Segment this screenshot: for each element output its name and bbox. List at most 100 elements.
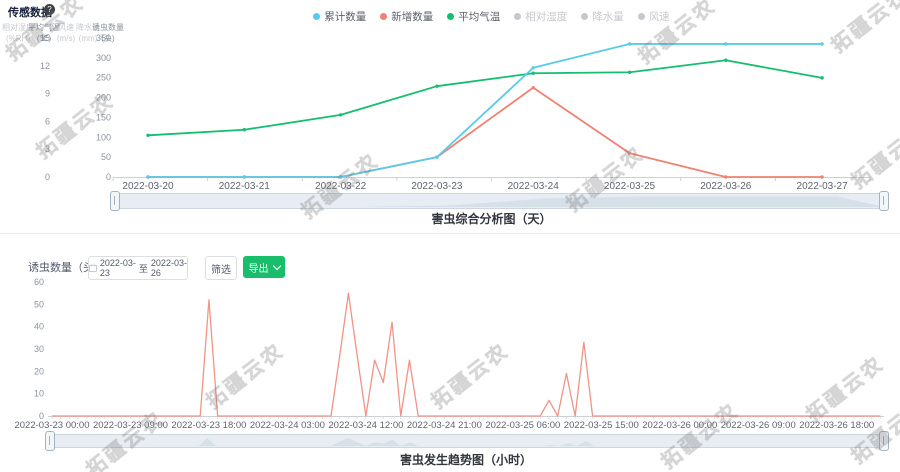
top-x-tick-label: 2022-03-24 — [508, 181, 560, 192]
bottom-x-tick-label: 2022-03-25 06:00 — [485, 420, 560, 431]
legend-item-active[interactable]: 新增数量 — [380, 9, 433, 24]
top-chart-legend: 累计数量 新增数量 平均气温 相对湿度 降水量 风速 — [113, 9, 870, 24]
temp-y-tick-label: 9 — [45, 89, 50, 99]
panel-divider — [0, 233, 900, 234]
bottom-x-tick-label: 2022-03-26 09:00 — [721, 420, 796, 431]
top-x-tick-label: 2022-03-27 — [797, 181, 849, 192]
top-x-tick-label: 2022-03-25 — [604, 181, 656, 192]
series-point-平均气温[interactable] — [338, 113, 343, 117]
bottom-y-tick-label: 30 — [34, 344, 44, 354]
top-x-tick-label: 2022-03-20 — [122, 181, 174, 192]
legend-item-inactive[interactable]: 相对湿度 — [514, 9, 567, 24]
series-point-平均气温[interactable] — [531, 71, 535, 75]
help-icon[interactable]: ? — [44, 4, 55, 15]
export-button-label: 导出 — [248, 263, 269, 275]
series-point-新增数量[interactable] — [627, 151, 632, 155]
date-range-separator: 至 — [138, 263, 148, 274]
series-point-累计数量[interactable] — [435, 155, 439, 159]
legend-dot — [514, 13, 522, 20]
bottom-y-tick-label: 20 — [34, 366, 44, 376]
top-x-tick-label: 2022-03-23 — [411, 181, 463, 192]
bottom-datazoom-handle-right[interactable] — [879, 431, 889, 451]
top-chart-title: 害虫综合分析图（天） — [431, 212, 552, 226]
chevron-down-icon — [272, 261, 281, 270]
series-line-累计数量[interactable] — [147, 43, 823, 178]
y-axis-headers: 相对湿度 (%RH) 平均气温 (℃) 风速 (m/s) 降水量 (mm) 诱虫数量 (头) — [0, 23, 130, 45]
bottom-y-tick-label: 50 — [34, 299, 44, 309]
legend-item-active[interactable]: 平均气温 — [447, 9, 500, 24]
legend-item-inactive[interactable]: 风速 — [637, 9, 670, 24]
axis-header: 降水量 (mm) — [76, 23, 100, 43]
series-point-累计数量[interactable] — [146, 175, 150, 179]
series-point-累计数量[interactable] — [242, 175, 246, 179]
temp-y-tick-label: 15 — [40, 33, 50, 43]
date-start-value[interactable]: 2022-03-23 — [99, 258, 136, 278]
series-point-平均气温[interactable] — [146, 133, 150, 137]
page-title: 传感数据 — [8, 7, 52, 19]
series-line-新增数量[interactable] — [147, 86, 823, 178]
series-point-平均气温[interactable] — [242, 128, 246, 132]
bottom-axis-label: 诱虫数量（头） — [28, 262, 105, 274]
datazoom-shadow-area — [114, 196, 885, 207]
series-point-平均气温[interactable] — [627, 70, 632, 74]
series-point-累计数量[interactable] — [724, 42, 728, 46]
legend-item-inactive[interactable]: 降水量 — [581, 9, 624, 24]
export-button[interactable]: 导出 — [243, 256, 285, 278]
legend-label: 降水量 — [592, 11, 624, 23]
series-point-累计数量[interactable] — [531, 66, 535, 70]
axis-header: 平均气温 (℃) — [28, 23, 60, 43]
bottom-x-tick-label: 2022-03-23 00:00 — [14, 420, 89, 431]
bottom-x-tick-label: 2022-03-23 09:00 — [93, 420, 168, 431]
bottom-y-tick-label: 0 — [39, 411, 44, 421]
top-x-tick-label: 2022-03-22 — [315, 181, 367, 192]
count-y-tick-label: 250 — [96, 73, 111, 83]
bottom-y-tick-label: 40 — [34, 322, 44, 332]
top-datazoom-handle-right[interactable] — [879, 191, 889, 211]
legend-label: 相对湿度 — [525, 11, 568, 23]
axis-header: 相对湿度 (%RH) — [2, 23, 34, 43]
series-point-平均气温[interactable] — [820, 76, 824, 80]
axis-header: 诱虫数量 (头) — [92, 23, 124, 43]
count-y-tick-label: 0 — [106, 172, 111, 182]
temp-y-tick-label: 0 — [45, 172, 50, 182]
top-datazoom-handle-left[interactable] — [110, 191, 120, 211]
temp-y-tick-label: 12 — [40, 61, 50, 71]
series-point-平均气温[interactable] — [724, 58, 728, 62]
top-datazoom-slider[interactable] — [110, 191, 889, 211]
count-y-tick-label: 300 — [96, 53, 111, 63]
bottom-datazoom-shadow — [49, 437, 885, 446]
legend-dot — [447, 13, 455, 20]
top-datazoom-shadow — [114, 196, 885, 207]
legend-label: 风速 — [648, 11, 670, 23]
bottom-x-tick-label: 2022-03-26 00:00 — [642, 420, 717, 431]
series-point-累计数量[interactable] — [627, 42, 632, 46]
legend-item-active[interactable]: 累计数量 — [313, 9, 366, 24]
series-point-累计数量[interactable] — [820, 42, 824, 46]
legend-label: 平均气温 — [458, 11, 501, 23]
series-point-累计数量[interactable] — [338, 175, 343, 179]
filter-button[interactable]: 筛选 — [205, 256, 237, 280]
bottom-x-tick-label: 2022-03-23 18:00 — [171, 420, 246, 431]
axis-header: 风速 (m/s) — [56, 23, 76, 43]
bottom-x-tick-label: 2022-03-24 12:00 — [328, 420, 403, 431]
bottom-chart-title: 害虫发生趋势图（小时） — [399, 453, 532, 467]
legend-label: 新增数量 — [391, 11, 434, 23]
date-range-picker[interactable]: 2022-03-23 至 2022-03-26 — [88, 256, 188, 280]
top-x-tick-label: 2022-03-26 — [700, 181, 752, 192]
series-point-新增数量[interactable] — [820, 175, 824, 179]
count-y-tick-label: 150 — [96, 112, 111, 122]
series-point-新增数量[interactable] — [724, 175, 728, 179]
legend-dot — [380, 13, 388, 20]
count-y-tick-label: 350 — [96, 33, 111, 43]
bottom-datazoom-slider[interactable] — [45, 431, 889, 451]
series-line-平均气温[interactable] — [147, 59, 823, 137]
bottom-y-tick-label: 60 — [34, 277, 44, 287]
bottom-datazoom-handle-left[interactable] — [45, 431, 55, 451]
temp-y-tick-label: 3 — [45, 144, 50, 154]
count-y-tick-label: 200 — [96, 93, 111, 103]
series-line-诱虫数量[interactable] — [52, 292, 881, 417]
series-point-新增数量[interactable] — [531, 85, 535, 90]
date-end-value[interactable]: 2022-03-26 — [150, 258, 187, 278]
series-point-平均气温[interactable] — [435, 84, 439, 88]
